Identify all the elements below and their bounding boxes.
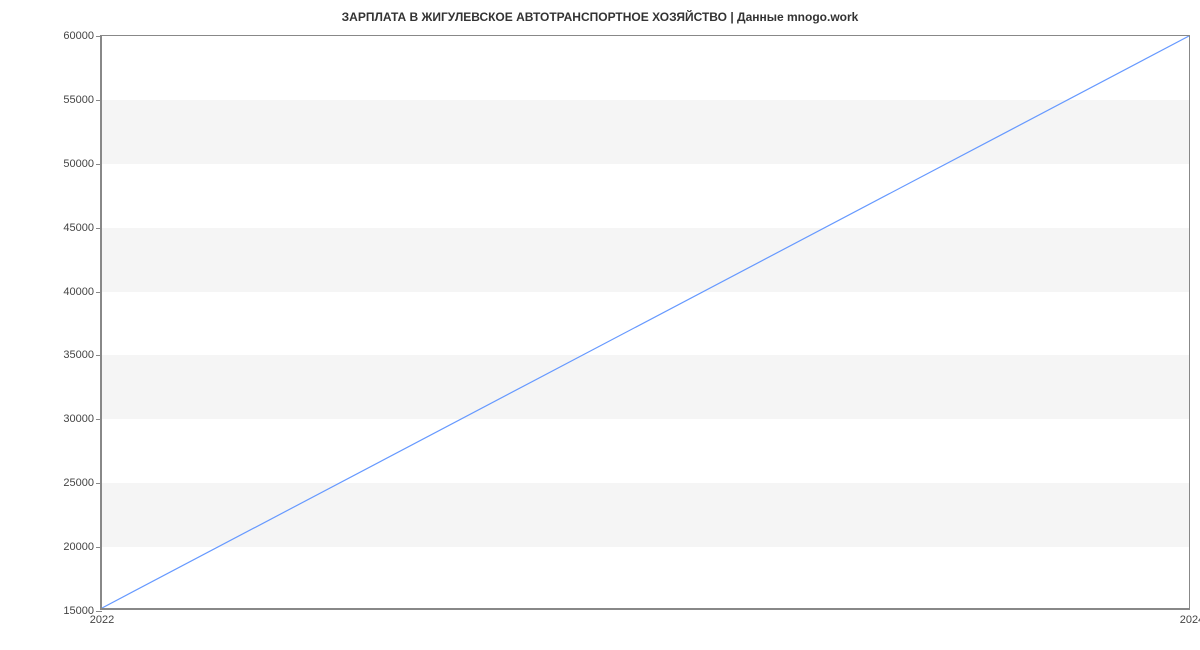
data-line (102, 36, 1189, 608)
y-tick-mark (96, 292, 102, 293)
y-tick-label: 45000 (63, 222, 94, 234)
y-tick-label: 55000 (63, 94, 94, 106)
y-tick-label: 50000 (63, 158, 94, 170)
salary-line-chart: ЗАРПЛАТА В ЖИГУЛЕВСКОЕ АВТОТРАНСПОРТНОЕ … (0, 0, 1200, 650)
plot-area: 1500020000250003000035000400004500050000… (100, 35, 1190, 610)
y-tick-label: 25000 (63, 477, 94, 489)
y-tick-mark (96, 483, 102, 484)
y-tick-mark (96, 164, 102, 165)
y-tick-label: 30000 (63, 413, 94, 425)
chart-title: ЗАРПЛАТА В ЖИГУЛЕВСКОЕ АВТОТРАНСПОРТНОЕ … (0, 10, 1200, 24)
x-tick-label: 2024 (1180, 614, 1200, 626)
y-tick-mark (96, 36, 102, 37)
y-tick-label: 40000 (63, 286, 94, 298)
x-tick-label: 2022 (90, 614, 114, 626)
y-tick-mark (96, 100, 102, 101)
y-tick-label: 35000 (63, 349, 94, 361)
y-tick-mark (96, 228, 102, 229)
y-tick-mark (96, 611, 102, 612)
y-tick-mark (96, 419, 102, 420)
y-tick-label: 60000 (63, 30, 94, 42)
y-tick-label: 20000 (63, 541, 94, 553)
y-tick-mark (96, 547, 102, 548)
y-tick-mark (96, 355, 102, 356)
